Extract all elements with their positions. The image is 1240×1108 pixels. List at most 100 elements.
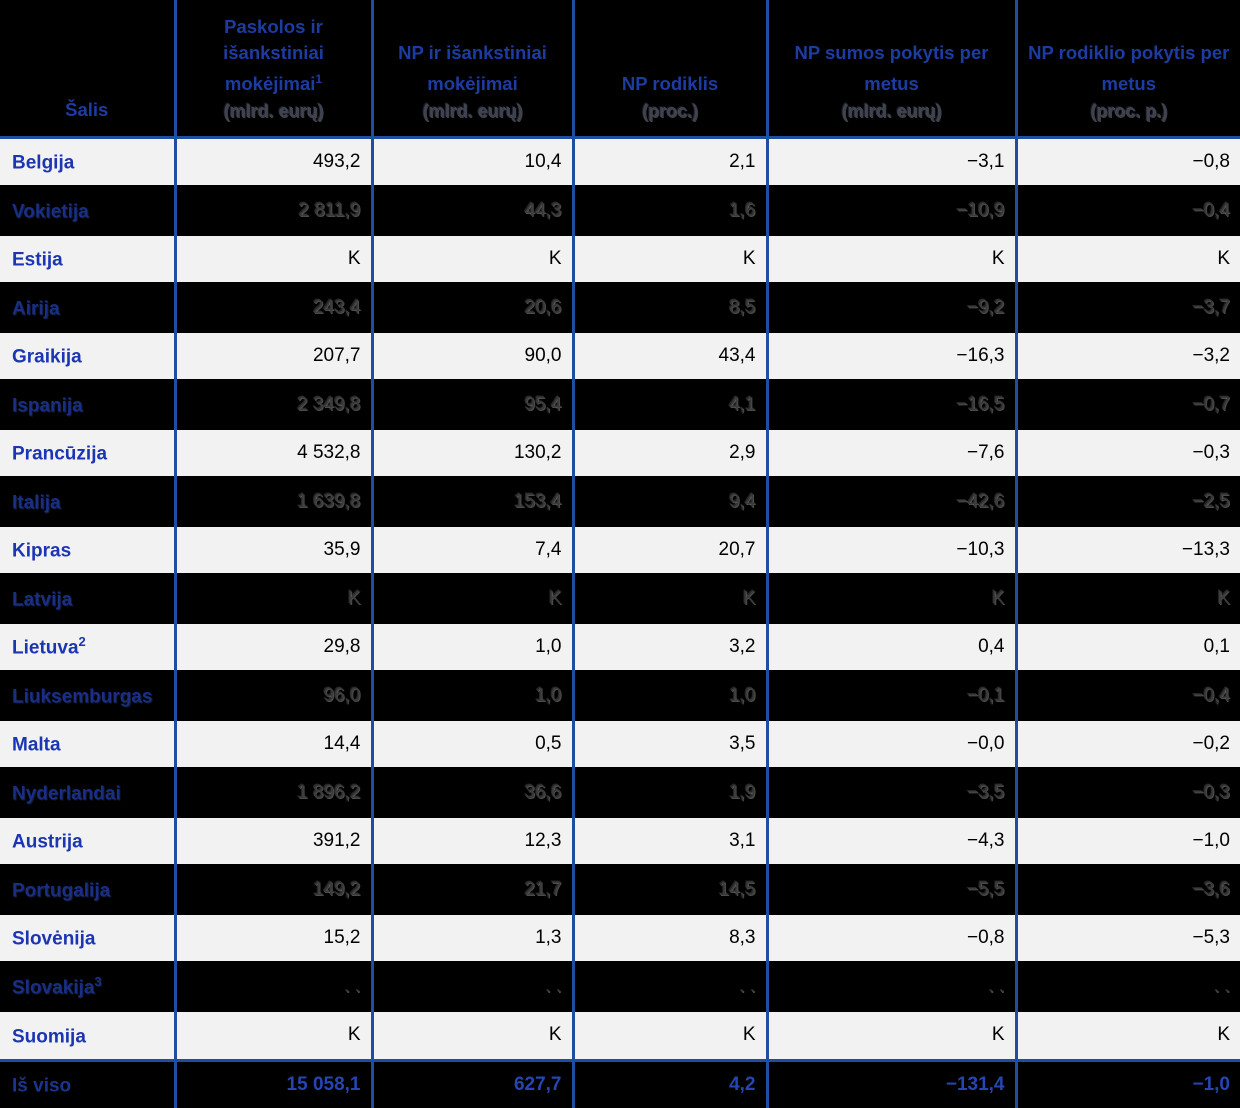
value-cell: 3,1 [571,815,767,867]
country-name: Ispanija [12,395,83,417]
value-cell: −5,5 [765,865,1016,914]
value-cell: K [765,233,1016,285]
value-cell: K [173,233,372,285]
value-cell: −16,5 [765,380,1016,429]
column-unit: (mlrd. eurų) [841,100,942,121]
table-row: Liuksemburgas 96,0 1,0 1,0 −0,1 −0,4 [0,671,1240,720]
column-header-4: NP sumos pokytis per metus (mlrd. eurų) [765,0,1016,139]
value-cell: −3,5 [765,768,1016,817]
value-cell: −16,3 [765,330,1016,382]
country-cell: Lietuva2 [0,621,175,673]
value-cell: −10,3 [765,524,1016,576]
value-cell: . . [173,962,372,1011]
value-cell: 627,7 [370,1058,573,1108]
value-cell: 0,4 [765,621,1016,673]
value-cell: −3,7 [1014,283,1240,332]
country-cell: Graikija [0,330,175,382]
value-cell: 4,1 [571,380,767,429]
country-cell: Vokietija [0,186,175,235]
value-cell: −4,3 [765,815,1016,867]
country-cell: Belgija [0,135,175,188]
value-cell: . . [370,962,573,1011]
country-cell: Latvija [0,574,175,623]
table-row: Malta 14,4 0,5 3,5 −0,0 −0,2 [0,718,1240,770]
column-label: Paskolos ir išankstiniai mokėjimai [223,16,324,95]
country-cell: Slovėnija [0,912,175,964]
country-name: Slovakija [12,977,95,999]
country-name: Belgija [12,152,75,174]
value-cell: 20,6 [370,283,573,332]
table-row: Slovėnija 15,2 1,3 8,3 −0,8 −5,3 [0,912,1240,964]
value-cell: 90,0 [370,330,573,382]
value-cell: −10,9 [765,186,1016,235]
value-cell: 130,2 [370,427,573,479]
country-cell: Estija [0,233,175,285]
value-cell: 10,4 [370,135,573,188]
value-cell: −0,8 [1014,135,1240,188]
value-cell: 44,3 [370,186,573,235]
column-label: NP ir išankstiniai mokėjimai [398,42,547,95]
value-cell: −0,3 [1014,768,1240,817]
country-cell: Nyderlandai [0,768,175,817]
value-cell: −1,0 [1014,815,1240,867]
value-cell: K [765,574,1016,623]
value-cell: −9,2 [765,283,1016,332]
country-name: Suomija [12,1025,86,1047]
value-cell: 20,7 [571,524,767,576]
value-cell: K [1014,574,1240,623]
value-cell: 43,4 [571,330,767,382]
value-cell: 0,5 [370,718,573,770]
value-cell: 7,4 [370,524,573,576]
value-cell: 153,4 [370,477,573,526]
value-cell: −1,0 [1014,1058,1240,1108]
value-cell: 3,2 [571,621,767,673]
value-cell: 2 349,8 [173,380,372,429]
value-cell: 1,0 [571,671,767,720]
value-cell: 2,9 [571,427,767,479]
value-cell: 0,1 [1014,621,1240,673]
country-name: Graikija [12,346,82,368]
value-cell: K [173,1009,372,1062]
value-cell: −3,1 [765,135,1016,188]
column-header-0: Šalis [0,0,175,139]
country-cell: Portugalija [0,865,175,914]
value-cell: . . [765,962,1016,1011]
country-cell: Italija [0,477,175,526]
value-cell: −13,3 [1014,524,1240,576]
country-name: Vokietija [12,201,89,223]
table-row: Airija 243,4 20,6 8,5 −9,2 −3,7 [0,283,1240,332]
country-name: Slovėnija [12,928,96,950]
value-cell: 36,6 [370,768,573,817]
value-cell: 15,2 [173,912,372,964]
value-cell: 14,4 [173,718,372,770]
value-cell: K [765,1009,1016,1062]
value-cell: 3,5 [571,718,767,770]
table-row: Suomija K K K K K [0,1009,1240,1062]
value-cell: 2 811,9 [173,186,372,235]
table-row: Estija K K K K K [0,233,1240,285]
value-cell: K [1014,1009,1240,1062]
value-cell: K [571,574,767,623]
value-cell: 95,4 [370,380,573,429]
country-cell: Airija [0,283,175,332]
table-row: Prancūzija 4 532,8 130,2 2,9 −7,6 −0,3 [0,427,1240,479]
value-cell: 12,3 [370,815,573,867]
country-cell: Liuksemburgas [0,671,175,720]
value-cell: −5,3 [1014,912,1240,964]
country-cell: Malta [0,718,175,770]
value-cell: −0,4 [1014,186,1240,235]
table-row: Ispanija 2 349,8 95,4 4,1 −16,5 −0,7 [0,380,1240,429]
value-cell: −0,1 [765,671,1016,720]
column-unit: (mlrd. eurų) [422,100,523,121]
country-name: Iš viso [12,1075,72,1097]
table-row: Lietuva2 29,8 1,0 3,2 0,4 0,1 [0,621,1240,673]
country-name: Portugalija [12,880,111,902]
value-cell: 2,1 [571,135,767,188]
country-name: Prancūzija [12,443,108,465]
value-cell: −42,6 [765,477,1016,526]
table-row: Belgija 493,2 10,4 2,1 −3,1 −0,8 [0,135,1240,188]
column-header-5: NP rodiklio pokytis per metus (proc. p.) [1014,0,1240,139]
value-cell: 493,2 [173,135,372,188]
value-cell: 14,5 [571,865,767,914]
